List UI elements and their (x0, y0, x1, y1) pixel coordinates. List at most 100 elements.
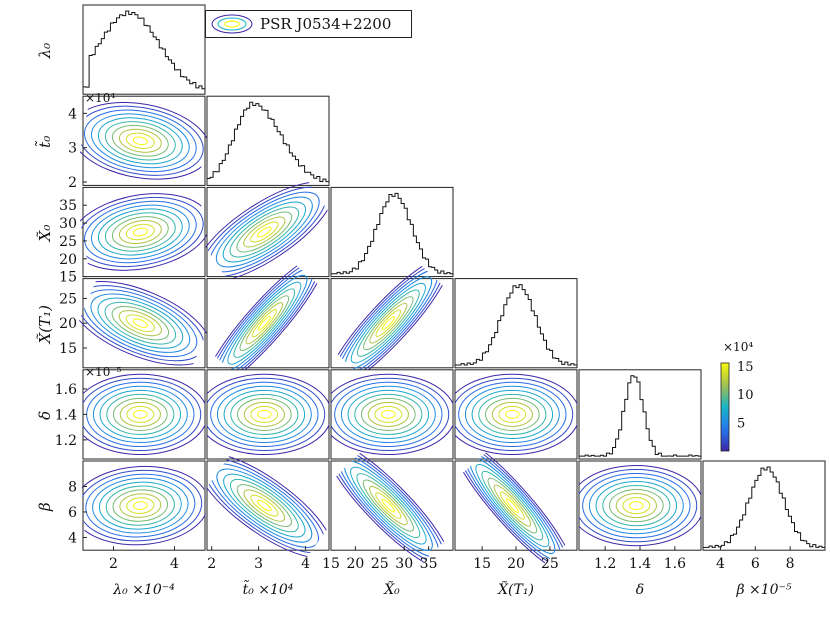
panel-frame (702, 460, 826, 551)
histogram-X0 (331, 192, 453, 275)
contour-level (499, 491, 525, 520)
x-tick-label: 2 (207, 556, 216, 572)
panel-delta-X0 (330, 369, 454, 460)
contour-level (609, 489, 664, 523)
panel-t0-lambda0 (76, 95, 211, 186)
contour-level (92, 477, 189, 534)
y-multiplier: ×10⁻⁵ (85, 365, 122, 379)
histogram-delta (579, 375, 701, 457)
contour-level (354, 393, 423, 435)
panel-frame (82, 369, 206, 460)
x-tick-label: 1.4 (629, 556, 651, 572)
panel-lambda0-lambda0 (82, 4, 206, 95)
x-tick-label: 4 (716, 556, 725, 572)
x-tick-label: 1.2 (594, 556, 616, 572)
contour-level (112, 489, 169, 522)
y-tick-label: 1.2 (55, 433, 77, 449)
x-tick-label: 20 (507, 556, 525, 572)
contour-level (104, 212, 176, 252)
contour-level (132, 136, 148, 146)
panel-frame (454, 369, 578, 460)
contour-level (111, 305, 170, 341)
colorbar-bar (720, 362, 730, 452)
contour-level (615, 493, 657, 519)
contour-level (233, 288, 296, 358)
contour-level (250, 405, 279, 423)
panel-frame (330, 186, 454, 278)
contour-level (133, 501, 148, 511)
contour-level (126, 497, 155, 514)
colorbar-tick-label: 15 (737, 360, 754, 375)
contour-level (478, 393, 547, 435)
contour-level (97, 117, 183, 165)
panel-beta-XT1 (451, 436, 578, 575)
contour-level (83, 377, 202, 452)
x-axis-label-delta: δ (636, 582, 644, 598)
x-tick-label: 4 (301, 556, 310, 572)
x-tick-label: 6 (751, 556, 760, 572)
contour-level (111, 216, 169, 248)
contour-level (455, 373, 577, 456)
y-tick-label: 8 (68, 479, 77, 495)
y-tick-label: 20 (59, 252, 77, 268)
x-tick-label: 35 (420, 556, 438, 572)
contour-level (222, 201, 306, 263)
contour-level (97, 297, 184, 349)
contour-level (223, 473, 306, 538)
contour-level (464, 385, 560, 443)
contour-level (350, 466, 427, 545)
contour-level (251, 309, 277, 338)
panel-frame (578, 460, 702, 551)
panel-delta-lambda0 (82, 369, 206, 460)
contour-level (111, 124, 169, 157)
x-tick-label: 25 (371, 556, 389, 572)
contour-level (132, 227, 148, 237)
contour-level (243, 401, 285, 427)
x-axis-label-XT1: X̃(T₁) (497, 581, 534, 599)
contour-level (207, 377, 326, 452)
contour-level (83, 373, 205, 456)
contour-level (227, 281, 302, 365)
contour-level (582, 472, 691, 539)
contour-level (350, 282, 426, 364)
contour-level (471, 389, 554, 439)
contour-level (493, 484, 532, 527)
contour-level (119, 493, 162, 518)
y-multiplier: ×10⁴ (85, 91, 115, 105)
contour-level (125, 132, 155, 149)
legend: PSR J0534+2200 (205, 10, 412, 38)
x-tick-label: 30 (395, 556, 413, 572)
contour-level (257, 409, 272, 419)
y-axis-label-beta: β (36, 502, 54, 512)
x-tick-label: 2 (109, 556, 118, 572)
contour-level (236, 484, 292, 527)
panel-X0-lambda0 (76, 186, 211, 278)
contour-level (487, 477, 538, 534)
x-axis-label-X0: X̃₀ (383, 581, 400, 599)
panel-beta-lambda0 (80, 460, 208, 551)
contour-level (375, 309, 402, 337)
x-axis-label-beta: β ×10⁻⁵ (735, 582, 791, 598)
x-axis-label-lambda0: λ₀ ×10⁻⁴ (112, 582, 175, 598)
contour-level (331, 377, 450, 452)
contour-level (229, 478, 299, 533)
histogram-XT1 (455, 284, 577, 366)
contour-level (245, 302, 284, 345)
contour-level (257, 499, 272, 512)
contour-level (340, 385, 436, 443)
contour-level (80, 465, 208, 546)
contour-level (588, 477, 684, 535)
contour-level (485, 397, 540, 431)
contour-level (106, 393, 175, 435)
contour-level (98, 481, 182, 530)
panel-X0-X0 (330, 186, 454, 278)
contour-level (381, 316, 396, 331)
contour-level (362, 479, 414, 532)
histogram-t0 (207, 101, 329, 184)
contour-level (90, 293, 191, 353)
contour-level (113, 397, 168, 431)
legend-label: PSR J0534+2200 (260, 15, 392, 33)
y-tick-label: 1.4 (55, 407, 77, 423)
contour-level (237, 397, 292, 431)
